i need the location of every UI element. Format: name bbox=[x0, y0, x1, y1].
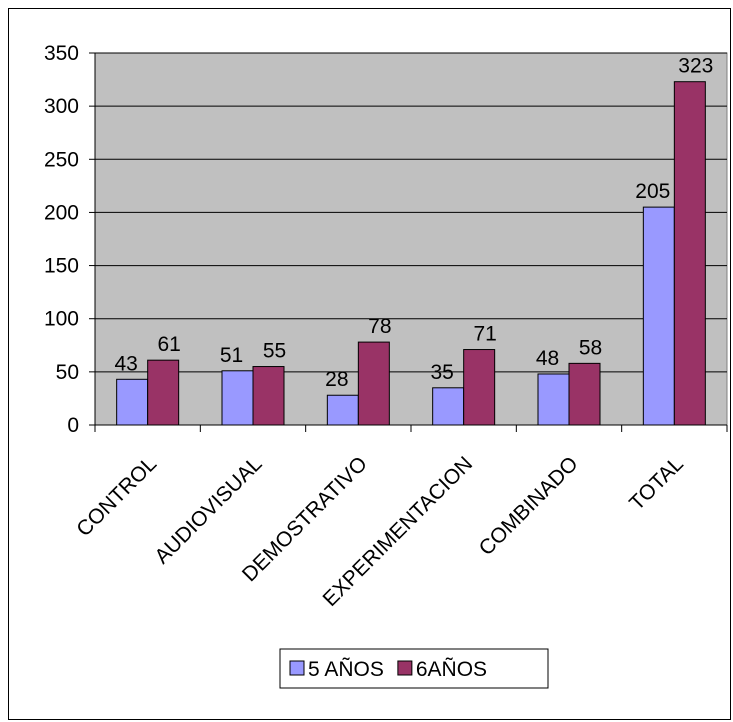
bar bbox=[432, 387, 465, 426]
data-label: 58 bbox=[579, 336, 602, 359]
x-tick-label: COMBINADO bbox=[475, 452, 583, 560]
data-label: 323 bbox=[678, 55, 713, 78]
data-label: 71 bbox=[473, 323, 496, 346]
data-label: 55 bbox=[263, 340, 286, 363]
legend-label: 5 AÑOS bbox=[308, 657, 384, 681]
data-label: 51 bbox=[220, 344, 243, 367]
bar bbox=[463, 349, 496, 426]
grid-lines bbox=[95, 52, 727, 373]
y-tick-label: 150 bbox=[44, 255, 79, 278]
bar bbox=[147, 359, 180, 426]
y-tick-label: 300 bbox=[44, 95, 79, 118]
y-tick-label: 250 bbox=[44, 148, 79, 171]
data-label: 43 bbox=[114, 352, 137, 375]
data-label: 35 bbox=[430, 361, 453, 384]
bar bbox=[252, 366, 285, 426]
y-tick-label: 100 bbox=[44, 308, 79, 331]
legend-label: 6AÑOS bbox=[416, 657, 487, 681]
x-tick-label: TOTAL bbox=[625, 452, 688, 515]
data-label: 48 bbox=[536, 347, 559, 370]
plot-area bbox=[94, 52, 728, 426]
data-label: 61 bbox=[157, 333, 180, 356]
data-label: 78 bbox=[368, 315, 391, 338]
bar bbox=[673, 81, 706, 426]
y-tick-label: 0 bbox=[67, 414, 79, 437]
bar bbox=[537, 373, 570, 426]
x-tick-label: AUDIOVISUAL bbox=[150, 452, 266, 568]
y-tick-label: 350 bbox=[44, 42, 79, 65]
chart-frame bbox=[8, 8, 731, 720]
data-labels: 43 61 51 55 28 78 35 71 48 58 205 323 bbox=[114, 55, 713, 392]
data-label: 205 bbox=[635, 180, 670, 203]
bar bbox=[116, 378, 149, 426]
bar bbox=[568, 362, 601, 426]
bar bbox=[326, 394, 359, 426]
bar bbox=[221, 370, 254, 426]
legend-box bbox=[279, 648, 549, 689]
bar bbox=[357, 341, 390, 426]
legend-swatch bbox=[289, 660, 305, 676]
x-tick-label: CONTROL bbox=[72, 452, 161, 541]
legend: 5 AÑOS 6AÑOS bbox=[279, 648, 549, 689]
y-tick-label: 50 bbox=[56, 361, 79, 384]
legend-swatch bbox=[397, 660, 413, 676]
data-label: 28 bbox=[325, 368, 348, 391]
y-tick-label: 200 bbox=[44, 201, 79, 224]
bar bbox=[642, 206, 675, 426]
